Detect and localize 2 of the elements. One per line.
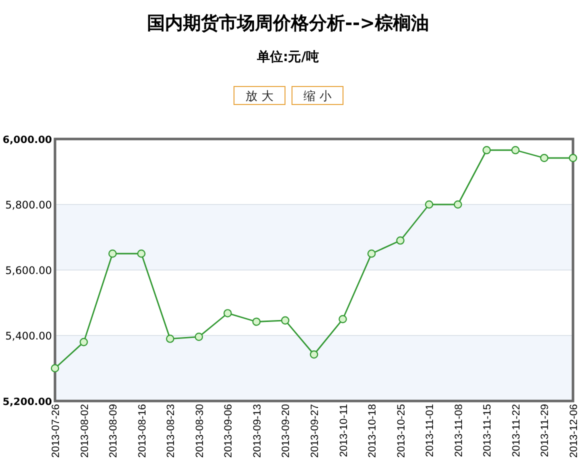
subtitle: 单位:元/吨 [257, 50, 319, 65]
title: 国内期货市场周价格分析-->棕榈油 [146, 13, 430, 34]
